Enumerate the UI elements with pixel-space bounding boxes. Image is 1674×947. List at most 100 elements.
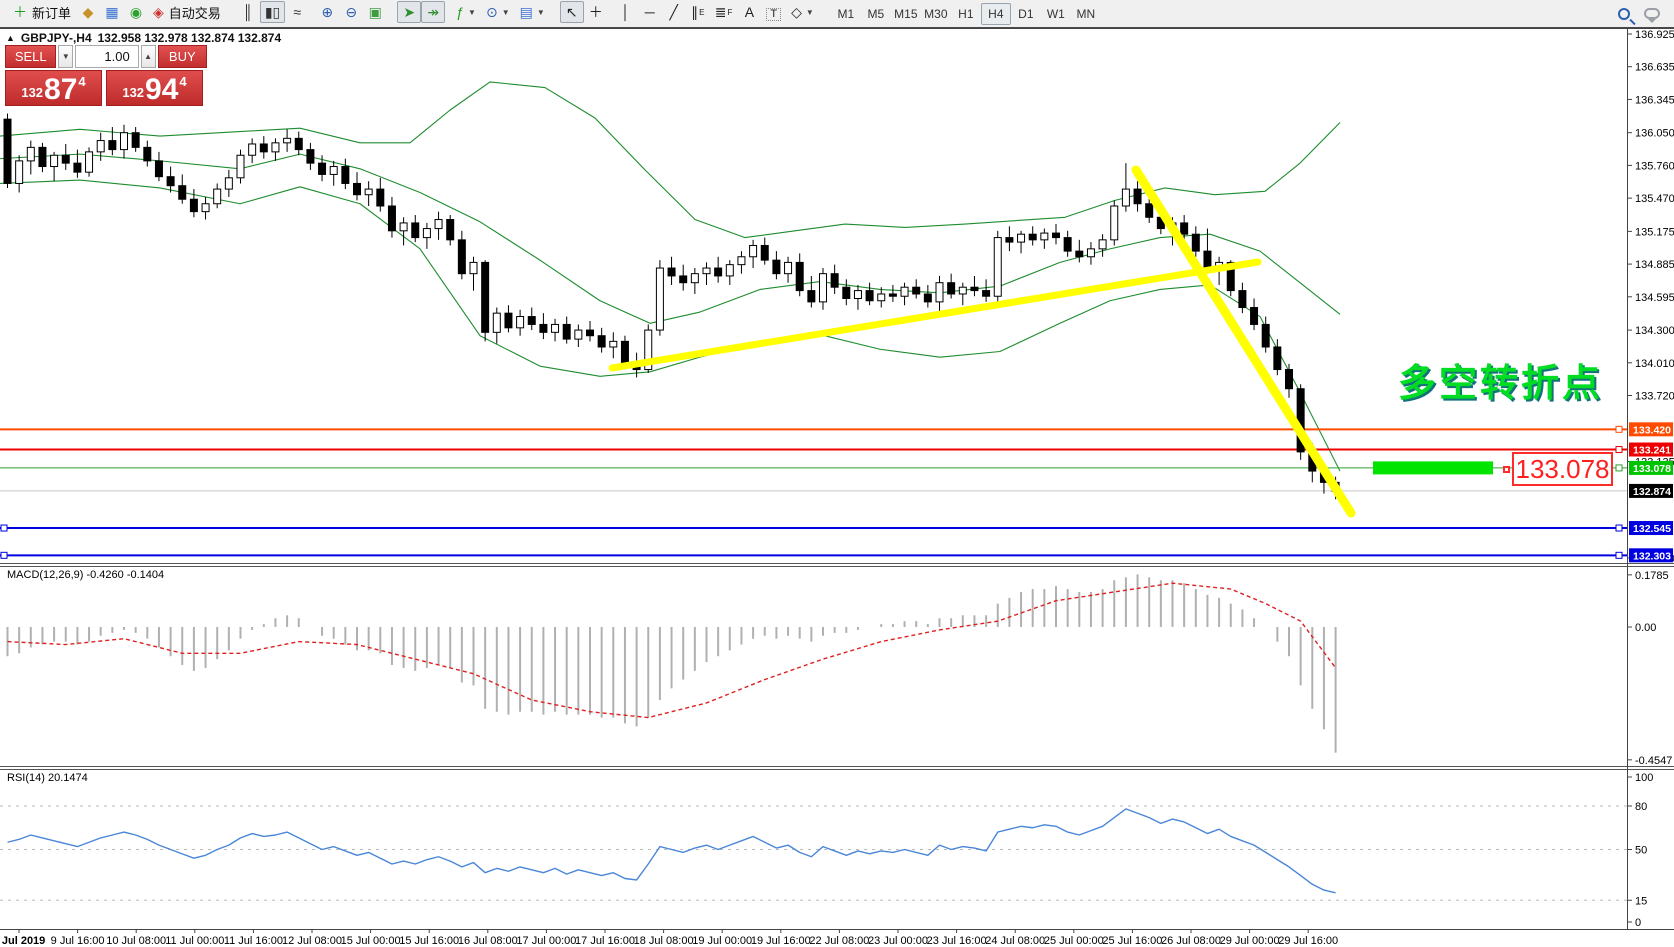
svg-text:132.874: 132.874: [1633, 486, 1671, 498]
auto-scroll-button[interactable]: ➤: [397, 1, 422, 24]
timeframe-mn[interactable]: MN: [1076, 6, 1096, 21]
auto-trading-icon: ◈: [153, 4, 164, 21]
svg-text:133.241: 133.241: [1633, 445, 1671, 457]
volume-decrease-button[interactable]: ▼: [58, 45, 74, 68]
bar-chart-button[interactable]: ║: [236, 1, 260, 23]
fibonacci-button[interactable]: ≣ F: [714, 4, 733, 21]
svg-text:23 Jul 00:00: 23 Jul 00:00: [868, 935, 928, 947]
text-icon: A: [744, 4, 755, 21]
cursor-button[interactable]: ↖: [559, 1, 584, 24]
eraser-icon: ◆: [82, 4, 94, 21]
svg-text:25 Jul 00:00: 25 Jul 00:00: [1044, 935, 1104, 947]
collapse-triangle-icon[interactable]: ▲: [6, 33, 15, 43]
buy-button[interactable]: BUY: [157, 45, 207, 68]
svg-text:-0.4547: -0.4547: [1635, 755, 1672, 767]
svg-text:134.300: 134.300: [1635, 325, 1674, 337]
zoom-out-button[interactable]: ⊖: [339, 1, 363, 23]
text-button[interactable]: A: [737, 1, 761, 23]
svg-text:26 Jul 08:00: 26 Jul 08:00: [1161, 935, 1221, 947]
zoom-in-button[interactable]: ⊕: [315, 1, 339, 23]
svg-text:133.078: 133.078: [1633, 463, 1671, 475]
zoom-in-icon: ⊕: [321, 4, 334, 21]
eraser-button[interactable]: ◆: [76, 1, 100, 23]
timeframe-m5[interactable]: M5: [867, 6, 885, 21]
vertical-line-button[interactable]: │: [614, 1, 638, 23]
svg-text:19 Jul 16:00: 19 Jul 16:00: [751, 935, 811, 947]
search-icon[interactable]: [1618, 7, 1630, 20]
timeframe-h1[interactable]: H1: [958, 6, 974, 21]
crosshair-icon: ＋: [588, 4, 603, 21]
auto-trading-label: 自动交易: [168, 5, 221, 21]
new-order-button[interactable]: ＋ 新订单: [8, 1, 76, 23]
callout-price-text: 133.078: [1515, 453, 1610, 484]
equidistant-channel-icon: ∥: [691, 4, 699, 21]
new-order-icon: ＋: [13, 4, 27, 21]
svg-text:29 Jul 00:00: 29 Jul 00:00: [1220, 935, 1280, 947]
svg-text:136.925: 136.925: [1635, 29, 1674, 41]
arrow-objects-caret-icon[interactable]: ▼: [805, 7, 814, 17]
sell-price[interactable]: 132 87 4: [5, 70, 102, 106]
svg-text:9 Jul 2019: 9 Jul 2019: [0, 935, 45, 947]
callout-anchor-handle[interactable]: [1503, 466, 1510, 473]
buy-price[interactable]: 132 94 4: [106, 70, 203, 106]
periods-caret-icon[interactable]: ▼: [501, 7, 510, 17]
svg-text:134.885: 134.885: [1635, 259, 1674, 271]
svg-text:135.470: 135.470: [1635, 193, 1674, 205]
templates-caret-icon[interactable]: ▼: [536, 7, 545, 17]
svg-text:132.303: 132.303: [1633, 550, 1671, 562]
buy-price-pip: 4: [179, 74, 187, 89]
chat-icon[interactable]: [1644, 8, 1660, 23]
svg-text:135.760: 135.760: [1635, 160, 1674, 172]
periods-button[interactable]: ⊙ ▼: [481, 1, 515, 23]
svg-text:15 Jul 16:00: 15 Jul 16:00: [399, 935, 459, 947]
sell-price-pip: 4: [78, 74, 86, 89]
timeframe-h4[interactable]: H4: [980, 2, 1011, 25]
auto-trading-button[interactable]: ◈ 自动交易: [148, 1, 226, 23]
price-callout-label[interactable]: 133.078: [1503, 452, 1613, 486]
indicators-button[interactable]: ƒ ▼: [451, 1, 481, 23]
crosshair-button[interactable]: ＋: [584, 1, 608, 23]
pivot-annotation[interactable]: 多空转折点: [1398, 363, 1604, 405]
auto-scroll-icon: ➤: [403, 4, 416, 21]
svg-text:135.175: 135.175: [1635, 226, 1674, 238]
horizontal-line-button[interactable]: ─: [638, 1, 662, 23]
signals-icon: ◉: [129, 4, 143, 21]
volume-input[interactable]: 1.00: [75, 45, 139, 68]
buy-price-main: 94: [145, 73, 179, 106]
trendline-button[interactable]: ╱: [662, 1, 686, 23]
candlestick-chart-button[interactable]: ▮▯: [259, 1, 286, 24]
tile-windows-icon: ▣: [368, 4, 382, 21]
signals-button[interactable]: ◉: [124, 1, 148, 23]
svg-text:15: 15: [1635, 895, 1647, 907]
svg-text:0.1785: 0.1785: [1635, 570, 1669, 582]
volume-increase-button[interactable]: ▲: [140, 45, 156, 68]
svg-text:15 Jul 00:00: 15 Jul 00:00: [341, 935, 401, 947]
svg-text:17 Jul 00:00: 17 Jul 00:00: [516, 935, 576, 947]
timeframe-m1[interactable]: M1: [837, 6, 855, 21]
arrow-objects-button[interactable]: ◇ ▼: [786, 1, 819, 23]
templates-button[interactable]: ▤ ▼: [515, 1, 550, 23]
svg-text:0: 0: [1635, 917, 1641, 929]
svg-text:133.720: 133.720: [1635, 390, 1674, 402]
svg-text:136.345: 136.345: [1635, 94, 1674, 106]
timeframe-w1[interactable]: W1: [1046, 6, 1065, 21]
line-chart-button[interactable]: ≈: [285, 1, 309, 23]
sell-button[interactable]: SELL: [5, 45, 57, 68]
rsi-indicator-label: RSI(14) 20.1474: [7, 772, 88, 784]
text-label-button[interactable]: T: [761, 4, 786, 26]
chart-shift-button[interactable]: ↠: [421, 1, 446, 24]
svg-text:11 Jul 00:00: 11 Jul 00:00: [165, 935, 224, 947]
svg-text:17 Jul 16:00: 17 Jul 16:00: [575, 935, 635, 947]
tile-windows-button[interactable]: ▣: [363, 1, 387, 23]
symbol-header[interactable]: ▲ GBPJPY-,H4 132.958 132.978 132.874 132…: [6, 31, 281, 45]
timeframe-m30[interactable]: M30: [924, 6, 948, 21]
timeframe-m15[interactable]: M15: [894, 6, 918, 21]
indicators-icon: ƒ: [456, 4, 465, 21]
timeframe-d1[interactable]: D1: [1018, 6, 1034, 21]
indicators-caret-icon[interactable]: ▼: [468, 7, 476, 17]
chart-profiles-button[interactable]: ▦: [100, 1, 124, 23]
svg-text:10 Jul 08:00: 10 Jul 08:00: [106, 935, 166, 947]
equidistant-channel-button[interactable]: ∥ E: [691, 4, 705, 21]
